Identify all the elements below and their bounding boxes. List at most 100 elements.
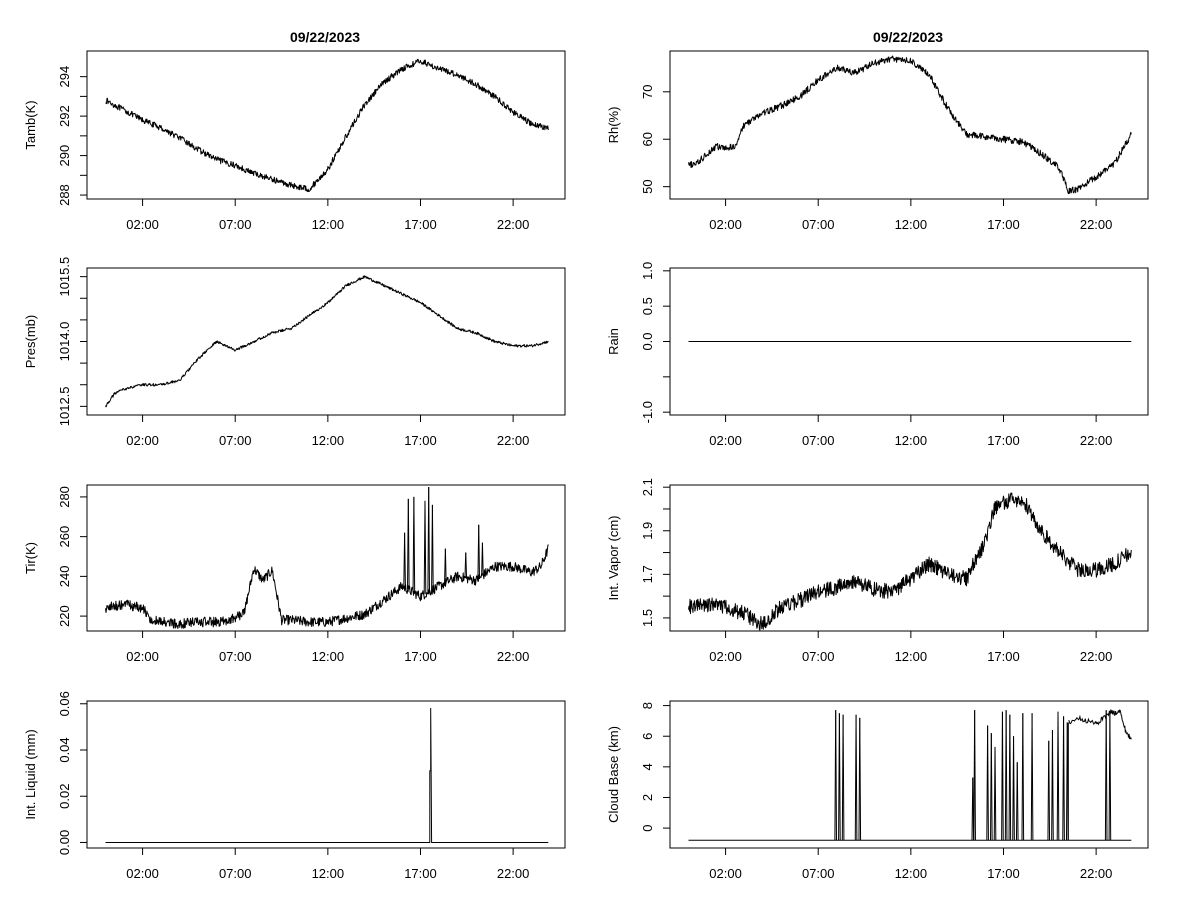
series-spike xyxy=(990,733,993,841)
y-tick-label: 50 xyxy=(640,179,655,193)
x-tick-label: 22:00 xyxy=(1080,433,1113,448)
y-tick-label: 294 xyxy=(57,66,72,88)
plot-frame xyxy=(669,484,1149,632)
x-tick-label: 12:00 xyxy=(895,649,928,664)
y-tick-label: 290 xyxy=(57,145,72,167)
series-spike xyxy=(407,498,410,590)
y-tick-label: 0.5 xyxy=(640,297,655,315)
x-tick-label: 07:00 xyxy=(219,866,252,881)
x-tick-label: 02:00 xyxy=(709,649,742,664)
series-spike xyxy=(1013,736,1015,841)
x-tick-label: 17:00 xyxy=(987,217,1020,232)
y-tick-label: 240 xyxy=(57,566,72,588)
y-tick-label: 8 xyxy=(640,702,655,709)
x-tick-label: 22:00 xyxy=(497,649,530,664)
series-spike xyxy=(481,542,484,577)
series-spike xyxy=(1022,713,1025,841)
x-tick-label: 22:00 xyxy=(1080,217,1113,232)
series-spike xyxy=(478,524,481,579)
chart-rh: 02:00 07:00 12:00 17:00 22:00 50 60 70 Rh(%) xyxy=(606,50,1149,232)
series-line-Liquid xyxy=(105,707,549,843)
y-tick-label: 4 xyxy=(640,763,655,770)
x-tick-label: 07:00 xyxy=(219,217,252,232)
x-tick-label: 12:00 xyxy=(895,866,928,881)
x-tick-label: 02:00 xyxy=(709,217,742,232)
series-spike xyxy=(1005,710,1008,841)
y-tick-label: 2 xyxy=(640,794,655,801)
y-tick-label: 1012.5 xyxy=(57,386,72,426)
plot-frame xyxy=(86,50,566,200)
series-spike xyxy=(424,500,427,595)
y-tick-label: 220 xyxy=(57,605,72,627)
series-spike xyxy=(1051,730,1054,841)
series-spike xyxy=(974,710,976,841)
series-spike xyxy=(1105,710,1108,841)
y-tick-label: 0 xyxy=(640,824,655,831)
series-segment xyxy=(1068,709,1132,740)
series-spike xyxy=(1009,714,1012,841)
series-line-Pres xyxy=(105,275,549,408)
y-tick-label: 1014.0 xyxy=(57,322,72,362)
series-spike xyxy=(838,713,841,841)
x-tick-label: 17:00 xyxy=(987,649,1020,664)
x-tick-label: 02:00 xyxy=(126,433,159,448)
x-tick-label: 07:00 xyxy=(219,649,252,664)
y-axis-label: Tamb(K) xyxy=(23,100,38,149)
x-tick-label: 22:00 xyxy=(1080,866,1113,881)
chart-cloudbase: 02:00 07:00 12:00 17:00 22:00 0 2 4 6 8 Cloud Base… xyxy=(606,700,1149,881)
y-tick-label: 0.02 xyxy=(57,784,72,809)
series-spike xyxy=(413,496,416,593)
chart-rain: 02:00 07:00 12:00 17:00 22:00 -1.0 0.0 0.5 1.0 Ra… xyxy=(606,262,1149,448)
series-line-Rh xyxy=(688,55,1132,195)
x-tick-label: 12:00 xyxy=(312,866,345,881)
series-spike xyxy=(431,504,434,591)
series-spike xyxy=(428,486,430,593)
x-tick-label: 22:00 xyxy=(497,217,530,232)
series-spike xyxy=(1016,762,1019,841)
plot-frame xyxy=(86,484,566,632)
y-tick-label: 0.00 xyxy=(57,830,72,855)
series-spike xyxy=(859,717,862,841)
x-tick-label: 07:00 xyxy=(802,433,835,448)
x-tick-label: 02:00 xyxy=(126,217,159,232)
x-tick-label: 02:00 xyxy=(709,866,742,881)
y-axis-label: Rain xyxy=(606,328,621,355)
y-axis-label: Int. Vapor (cm) xyxy=(606,515,621,600)
y-axis-label: Rh(%) xyxy=(606,107,621,144)
series-spike xyxy=(1109,711,1112,841)
series-spike xyxy=(1063,716,1065,841)
x-tick-label: 07:00 xyxy=(219,433,252,448)
left-column-title: 09/22/2023 xyxy=(290,29,360,45)
x-tick-label: 02:00 xyxy=(126,866,159,881)
y-tick-label: 1.0 xyxy=(640,262,655,280)
x-tick-label: 17:00 xyxy=(404,866,437,881)
series-line-Vapor xyxy=(688,492,1132,631)
y-tick-label: 2.1 xyxy=(640,478,655,496)
x-tick-label: 07:00 xyxy=(802,866,835,881)
y-tick-label: 0.0 xyxy=(640,332,655,350)
x-tick-label: 12:00 xyxy=(312,649,345,664)
right-column-title: 09/22/2023 xyxy=(873,29,943,45)
series-spike xyxy=(1057,711,1060,841)
plot-frame xyxy=(669,700,1149,849)
panels: 02:00 07:00 12:00 17:00 22:00 288 290 292 294 Tam… xyxy=(23,50,1149,881)
y-axis-label: Cloud Base (km) xyxy=(606,726,621,823)
y-tick-label: 6 xyxy=(640,733,655,740)
chart-liquid: 02:00 07:00 12:00 17:00 22:00 0.00 0.02 0.04 0.0… xyxy=(23,691,566,881)
y-tick-label: 0.06 xyxy=(57,691,72,716)
y-tick-label: -1.0 xyxy=(640,401,655,423)
chart-pres: 02:00 07:00 12:00 17:00 22:00 1012.5 1014.0 101… xyxy=(23,257,566,448)
y-axis-label: Pres(mb) xyxy=(23,315,38,368)
y-tick-label: 60 xyxy=(640,132,655,146)
y-tick-label: 1015.5 xyxy=(57,257,72,297)
series-line-Tamb xyxy=(105,58,549,193)
x-tick-label: 17:00 xyxy=(404,433,437,448)
x-tick-label: 22:00 xyxy=(497,866,530,881)
series-spike xyxy=(1048,740,1051,841)
series-line-Tir xyxy=(105,544,549,629)
x-tick-label: 07:00 xyxy=(802,649,835,664)
x-tick-label: 12:00 xyxy=(895,217,928,232)
x-tick-label: 17:00 xyxy=(987,866,1020,881)
